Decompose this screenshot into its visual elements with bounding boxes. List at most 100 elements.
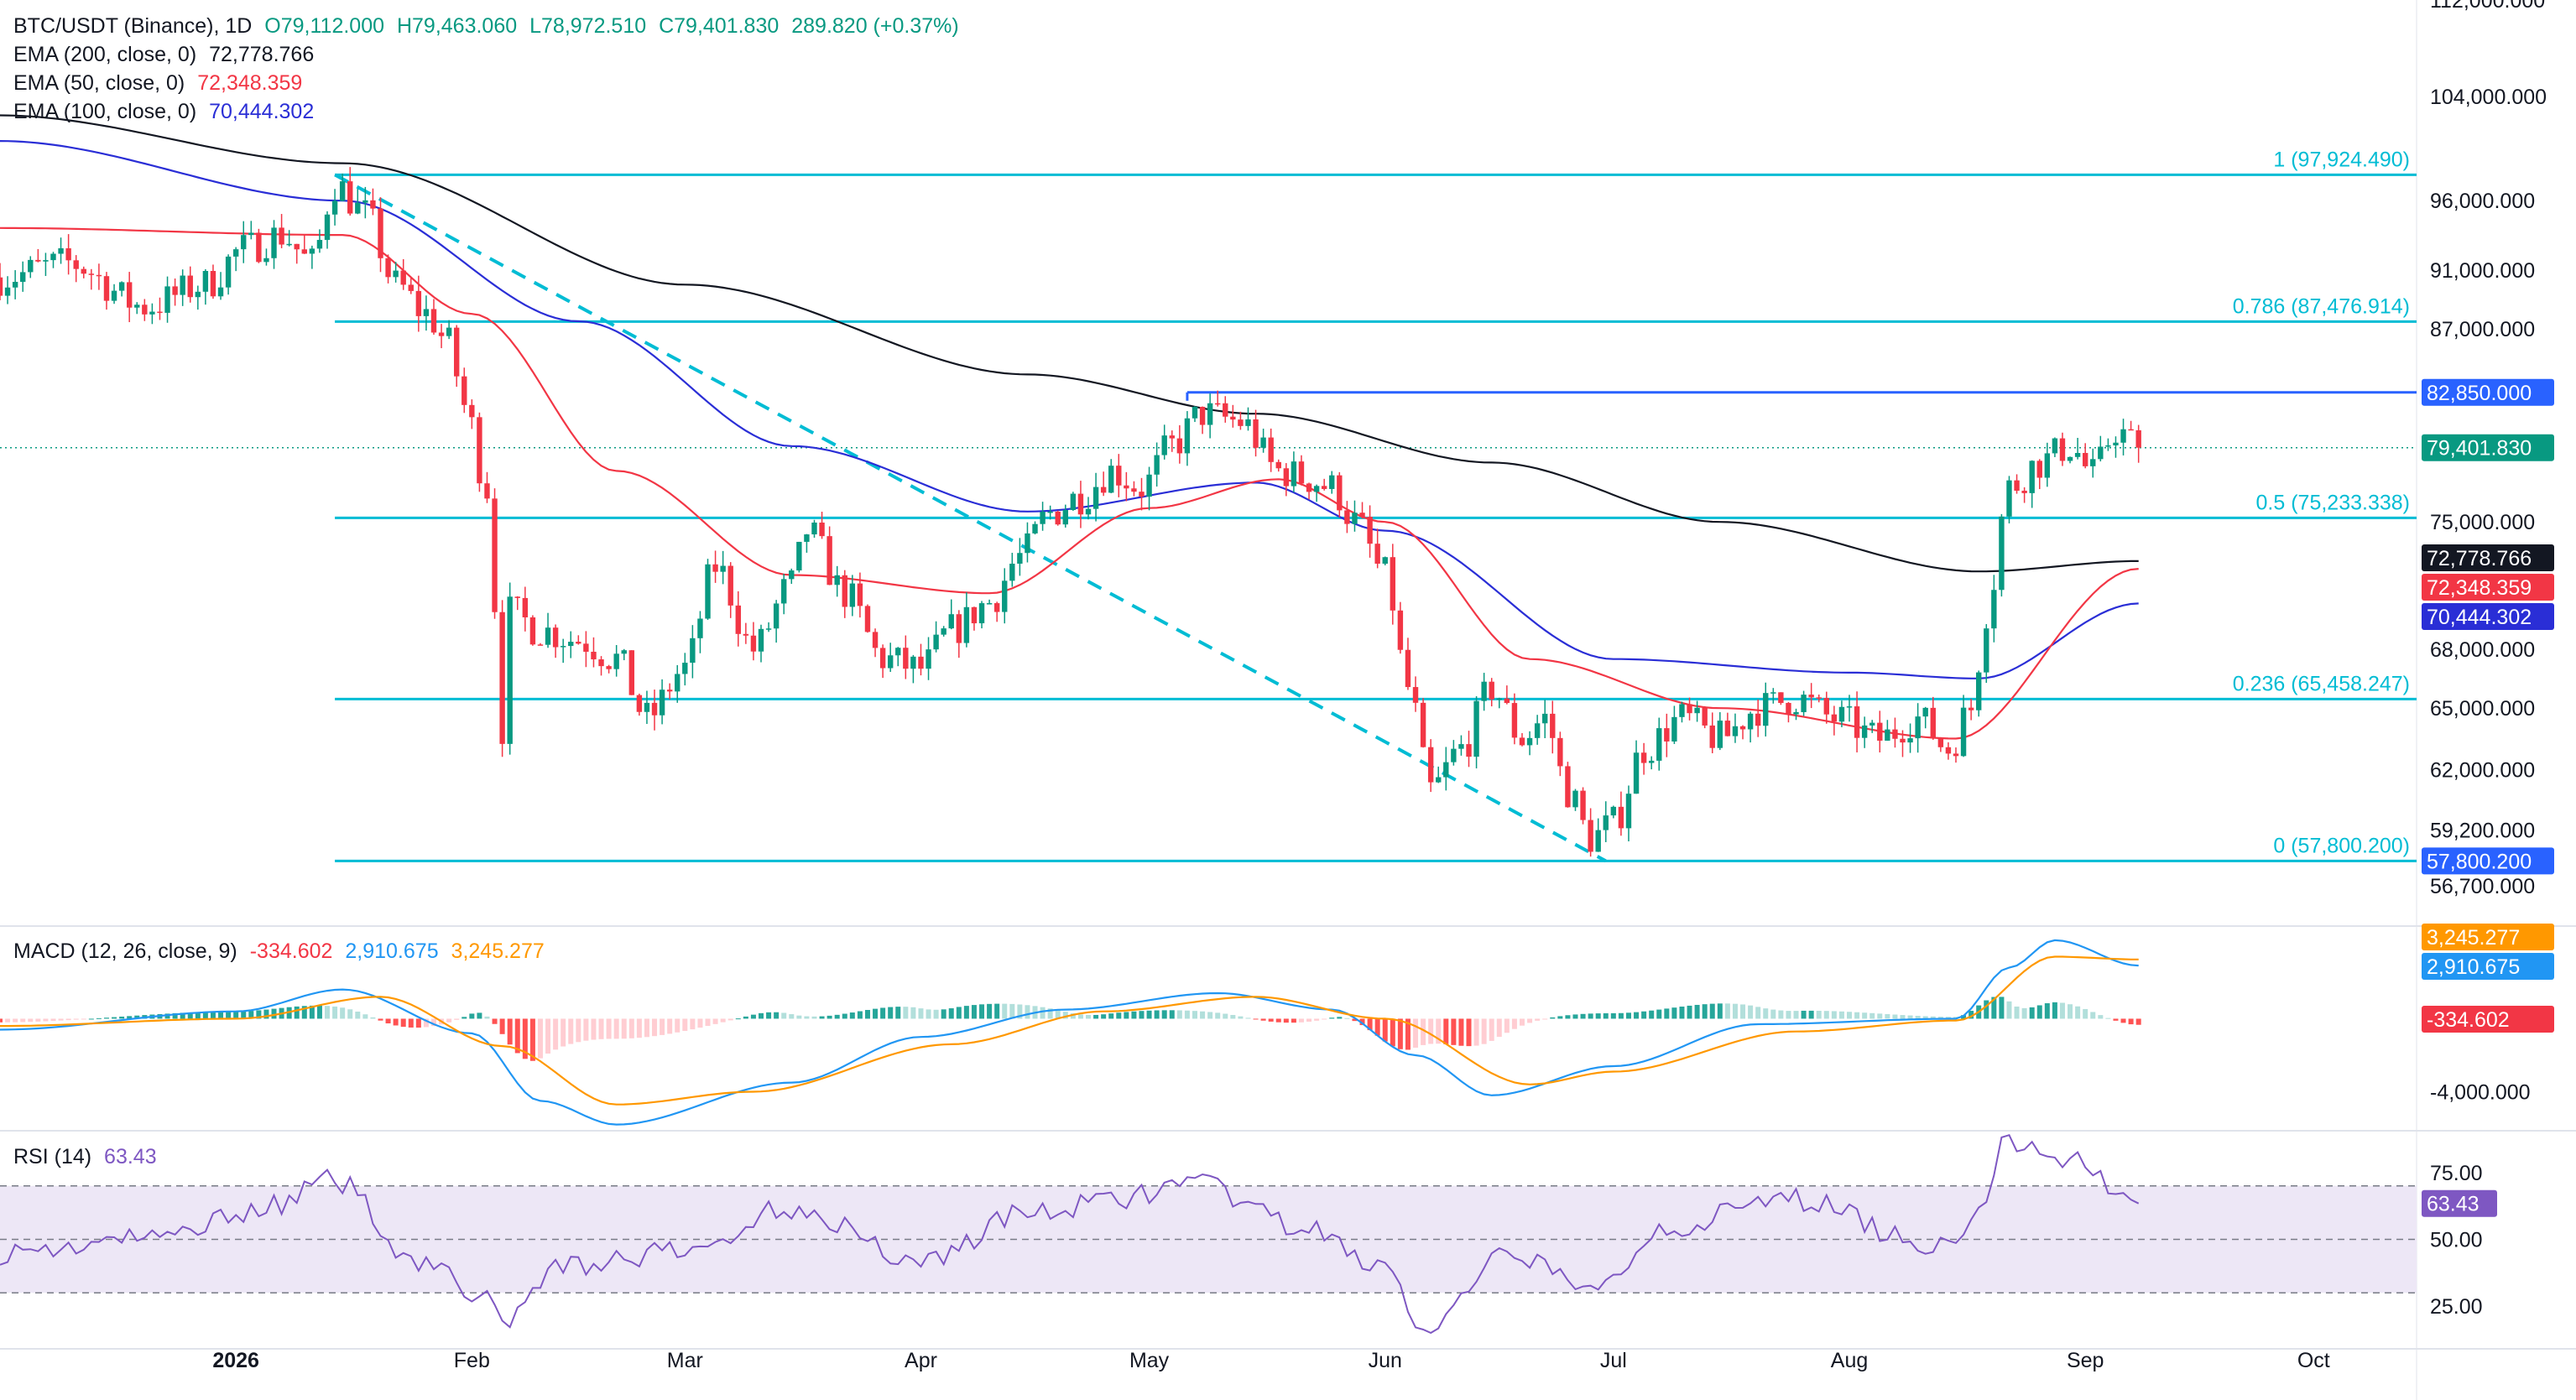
macd-hist-bar — [172, 1012, 178, 1019]
macd-hist-bar — [461, 1017, 467, 1019]
ema200-legend[interactable]: EMA (200, close, 0) 72,778.766 — [13, 40, 321, 69]
candle-body — [331, 200, 338, 215]
candle — [1504, 685, 1510, 705]
candle — [903, 635, 909, 679]
macd-hist-bar — [1664, 1008, 1670, 1019]
macd-hist-bar — [1017, 1004, 1023, 1019]
candle-body — [225, 256, 232, 288]
candle — [963, 592, 970, 648]
macd-hist-bar — [1801, 1010, 1807, 1019]
candle-body — [811, 522, 817, 535]
candle — [1275, 459, 1281, 472]
candle — [750, 622, 757, 661]
macd-hist-bar — [1945, 1017, 1951, 1019]
macd-hist-bar — [43, 1018, 49, 1022]
x-tick-label: Jun — [1369, 1349, 1402, 1372]
ema50-value: 72,348.359 — [197, 71, 303, 95]
price-tag-label: 72,778.766 — [2427, 547, 2532, 570]
candle — [644, 690, 650, 725]
macd-hist-bar — [1298, 1018, 1304, 1023]
price-tag-label: 2,910.675 — [2427, 955, 2520, 979]
candle-body — [971, 606, 978, 624]
macd-hist-bar — [1709, 1003, 1715, 1019]
macd-hist-bar — [415, 1018, 421, 1028]
candle-body — [1329, 475, 1335, 489]
candle-body — [1040, 512, 1046, 524]
candle — [2059, 432, 2066, 466]
candle-body — [286, 243, 292, 246]
candle-body — [1100, 487, 1107, 493]
candle-body — [1816, 697, 1822, 699]
candle — [1778, 692, 1784, 705]
candle-body — [690, 638, 696, 664]
candle — [804, 533, 810, 553]
candle-body — [2044, 453, 2051, 478]
macd-hist-bar — [1778, 1010, 1784, 1019]
candle-body — [477, 417, 482, 484]
macd-hist-bar — [1565, 1015, 1571, 1019]
macd-hist-bar — [286, 1007, 292, 1019]
macd-hist-bar — [849, 1012, 855, 1019]
candle-body — [1427, 747, 1434, 783]
macd-hist-bar — [202, 1012, 208, 1019]
candle-body — [1436, 777, 1442, 783]
macd-hist-bar — [1618, 1012, 1624, 1019]
candle-body — [1489, 681, 1494, 700]
candle-body — [1709, 725, 1715, 748]
candle — [2098, 435, 2104, 462]
macd-hist-bar — [1374, 1018, 1380, 1036]
candle-body — [1032, 523, 1038, 533]
rsi-legend[interactable]: RSI (14) 63.43 — [13, 1142, 164, 1171]
candle — [773, 600, 780, 643]
candle-body — [1854, 706, 1860, 738]
candle-body — [537, 644, 544, 646]
candle-body — [1085, 508, 1092, 515]
candle — [492, 488, 498, 619]
candle-body — [560, 646, 566, 648]
macd-hist-bar — [1649, 1010, 1655, 1019]
candle — [241, 221, 247, 263]
candle-body — [1359, 513, 1365, 518]
candle-body — [1458, 744, 1464, 749]
candle-body — [96, 274, 102, 277]
macd-histogram — [0, 997, 2141, 1061]
macd-hist-bar — [355, 1011, 361, 1019]
candle — [1405, 638, 1411, 690]
price-tag-label: 70,444.302 — [2427, 606, 2532, 629]
candle — [978, 601, 985, 629]
candle — [1511, 693, 1518, 745]
candle — [613, 645, 619, 677]
ema50-legend[interactable]: EMA (50, close, 0) 72,348.359 — [13, 69, 309, 97]
price-tag-bg — [2422, 1006, 2554, 1033]
candle — [1260, 429, 1266, 453]
candle-body — [2098, 446, 2104, 460]
symbol-title[interactable]: BTC/USDT (Binance), 1D — [13, 14, 253, 38]
candle-body — [461, 376, 467, 405]
candle-body — [1618, 806, 1624, 829]
macd-hist-bar — [2135, 1018, 2141, 1025]
candle-body — [1922, 707, 1928, 717]
candle — [1017, 538, 1023, 576]
candle-body — [1625, 794, 1632, 829]
macd-hist-bar — [1702, 1004, 1708, 1019]
rsi-value: 63.43 — [104, 1145, 157, 1168]
macd-legend[interactable]: MACD (12, 26, close, 9) -334.602 2,910.6… — [13, 937, 551, 965]
macd-hist-bar — [256, 1010, 262, 1019]
price-tag-label: 72,348.359 — [2427, 576, 2532, 600]
candle-body — [1116, 466, 1122, 486]
macd-hist-bar — [1047, 1008, 1053, 1019]
candle-body — [659, 690, 665, 716]
candle — [1092, 472, 1099, 522]
ema100-legend[interactable]: EMA (100, close, 0) 70,444.302 — [13, 97, 321, 126]
candle-body — [903, 648, 909, 669]
macd-hist-bar — [1428, 1018, 1434, 1044]
macd-hist-bar — [400, 1018, 406, 1028]
fib-level-label: 0.236 (65,458.247) — [2233, 672, 2410, 695]
candle — [202, 268, 209, 305]
candle-body — [446, 327, 452, 336]
candle — [1473, 695, 1479, 769]
candle — [1572, 788, 1578, 811]
candle — [1838, 700, 1845, 727]
candle — [248, 221, 254, 240]
macd-hist-bar — [164, 1013, 170, 1019]
